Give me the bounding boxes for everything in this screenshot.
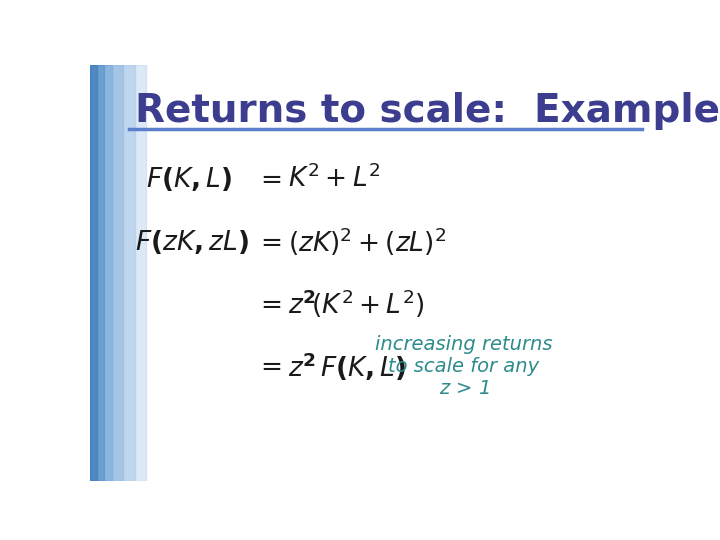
- Text: increasing returns
to scale for any
$\mathit{z}$ > 1: increasing returns to scale for any $\ma…: [375, 335, 553, 398]
- Text: $=$: $=$: [255, 228, 281, 254]
- Text: $=$: $=$: [255, 166, 281, 192]
- Bar: [90, 65, 97, 481]
- Bar: [90, 65, 135, 481]
- Text: $(\mathit{zK})^2 + (\mathit{zL})^2$: $(\mathit{zK})^2 + (\mathit{zL})^2$: [288, 225, 446, 258]
- Text: $\mathbf{\mathit{F}(\mathit{zK},\mathit{zL})}$: $\mathbf{\mathit{F}(\mathit{zK},\mathit{…: [135, 227, 248, 255]
- Text: $=$: $=$: [255, 353, 281, 379]
- Text: $\mathbf{\mathit{z}}^{\mathbf{2}}\!\left(\mathit{K}^2 + \mathit{L}^2\right)$: $\mathbf{\mathit{z}}^{\mathbf{2}}\!\left…: [288, 288, 425, 320]
- Text: Returns to scale:  Example 3: Returns to scale: Example 3: [135, 92, 720, 130]
- Text: $\mathit{K}^2 + \mathit{L}^2$: $\mathit{K}^2 + \mathit{L}^2$: [288, 165, 381, 193]
- Bar: [90, 65, 124, 481]
- Bar: [90, 65, 104, 481]
- Bar: [90, 65, 145, 481]
- Bar: [90, 65, 112, 481]
- Text: $\mathbf{\mathit{F}(\mathit{K},\mathit{L})}$: $\mathbf{\mathit{F}(\mathit{K},\mathit{L…: [145, 165, 232, 193]
- Text: $=$: $=$: [255, 291, 281, 317]
- Text: $\mathbf{\mathit{z}}^{\mathbf{2}}\,\mathbf{\mathit{F}(\mathit{K},\mathit{L})}$: $\mathbf{\mathit{z}}^{\mathbf{2}}\,\math…: [288, 350, 406, 382]
